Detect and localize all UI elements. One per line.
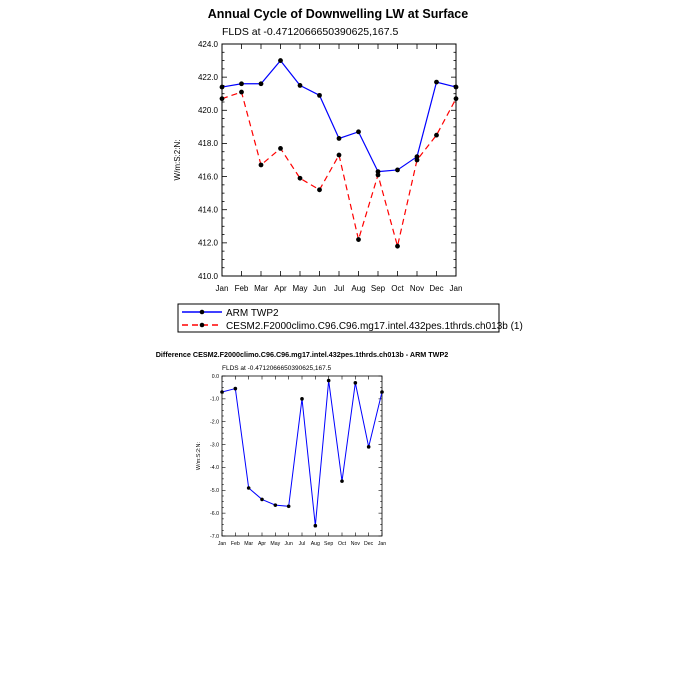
chart2-xtick-label: Oct bbox=[338, 541, 347, 547]
chart2-xtick-label: Jul bbox=[299, 541, 306, 547]
chart1-series-1-point bbox=[356, 237, 361, 242]
chart2-xtick-label: Nov bbox=[351, 541, 361, 547]
chart2-series-0-point bbox=[220, 390, 224, 394]
chart1-xtick-label: Dec bbox=[429, 284, 443, 293]
chart1-series-0-point bbox=[258, 81, 264, 87]
chart2-xtick-label: Jun bbox=[284, 541, 292, 547]
chart1-series-0-point bbox=[278, 58, 283, 63]
chart2-series-0-point bbox=[340, 479, 344, 483]
chart2-xtick-label: Dec bbox=[364, 541, 374, 547]
chart1-series-0-point bbox=[239, 81, 244, 87]
chart1-series-1-point bbox=[453, 96, 459, 102]
chart2-plot: -7.0 -6.0 -5.0 -4.0 -3.0 -2.0 -1.0 0.0 Jan Feb Mar… bbox=[210, 374, 386, 547]
chart2-xtick-label: Apr bbox=[258, 541, 266, 547]
chart1-title: Annual Cycle of Downwelling LW at Surfac… bbox=[208, 7, 468, 21]
chart1-xtick-label: Oct bbox=[391, 284, 404, 293]
legend-label-arm: ARM TWP2 bbox=[226, 308, 279, 319]
chart1-series-0-point bbox=[297, 83, 303, 88]
legend-marker-cesm bbox=[199, 322, 205, 328]
chart1-series-1-point bbox=[239, 89, 244, 95]
chart2-xtick-label: Sep bbox=[324, 541, 333, 547]
chart1-ytick-label: 412.0 bbox=[198, 239, 219, 248]
chart2-ylabel: W/m:S:2:N: bbox=[196, 441, 202, 470]
chart2-subtitle: FLDS at -0.4712066650390625,167.5 bbox=[222, 365, 332, 372]
chart1-series-1-point bbox=[219, 96, 225, 102]
chart1-xtick-label: Jan bbox=[216, 284, 229, 293]
chart1-series-1-point bbox=[414, 157, 420, 163]
chart1-xtick-label: Aug bbox=[351, 284, 365, 293]
chart1-series-1-point bbox=[278, 146, 283, 151]
legend-marker-arm bbox=[199, 309, 205, 315]
chart1-series-1-point bbox=[395, 243, 400, 249]
chart2-ytick-label: -6.0 bbox=[210, 511, 219, 517]
chart1-series-1-point bbox=[336, 152, 342, 158]
chart1-legend: ARM TWP2 CESM2.F2000climo.C96.C96.mg17.i… bbox=[177, 303, 523, 333]
chart2-ytick-label: 0.0 bbox=[212, 374, 219, 380]
chart1-xtick-label: Feb bbox=[235, 284, 249, 293]
chart2-series-0-point bbox=[233, 386, 238, 391]
chart1-series-0-point bbox=[219, 84, 225, 90]
chart1-series-0-point bbox=[414, 154, 420, 160]
chart1-ytick-label: 422.0 bbox=[198, 73, 219, 82]
chart2-series-line-0 bbox=[221, 380, 383, 526]
chart2-xtick-label: Aug bbox=[311, 541, 320, 547]
chart1-plot: 410.0 412.0 414.0 416.0 418.0 420.0 422.0 424.0… bbox=[198, 40, 462, 293]
chart2-series-0-point bbox=[326, 378, 331, 383]
chart1-xtick-label: Nov bbox=[410, 284, 424, 293]
chart2-series-0-point bbox=[380, 390, 384, 394]
chart1-ytick-label: 410.0 bbox=[198, 272, 219, 281]
chart1-ytick-label: 416.0 bbox=[198, 172, 219, 181]
chart2-xtick-label: Mar bbox=[244, 541, 253, 547]
chart1-subtitle: FLDS at -0.4712066650390625,167.5 bbox=[222, 26, 398, 38]
chart1-series-1-point bbox=[258, 162, 264, 168]
chart2-xtick-label: Jan bbox=[378, 541, 386, 547]
chart2-title: Difference CESM2.F2000climo.C96.C96.mg17… bbox=[156, 350, 449, 359]
chart2-series-0-point bbox=[353, 381, 358, 385]
legend-label-cesm: CESM2.F2000climo.C96.C96.mg17.intel.432p… bbox=[226, 321, 523, 332]
chart2-ytick-label: -4.0 bbox=[210, 465, 219, 471]
chart1-series-0-point bbox=[434, 79, 439, 85]
chart1-frame bbox=[221, 43, 457, 277]
chart1-xtick-label: Sep bbox=[371, 284, 386, 293]
chart1-ytick-label: 420.0 bbox=[198, 106, 219, 115]
chart1-series-0-point bbox=[453, 84, 459, 90]
legend-box bbox=[177, 303, 500, 333]
chart2-series-0-point bbox=[313, 523, 318, 528]
chart1-ytick-label: 424.0 bbox=[198, 40, 219, 49]
chart2-xtick-label: Jan bbox=[218, 541, 226, 547]
chart2-xtick-label: May bbox=[270, 541, 280, 547]
chart1-ytick-label: 418.0 bbox=[198, 139, 219, 148]
chart1-series-1-point bbox=[375, 172, 381, 178]
chart1-series-1-point bbox=[317, 187, 322, 193]
chart1-xtick-label: Jun bbox=[313, 284, 326, 293]
chart1-xtick-label: Jul bbox=[334, 284, 344, 293]
chart1-ytick-label: 414.0 bbox=[198, 206, 219, 215]
chart2-ytick-label: -2.0 bbox=[210, 420, 219, 426]
chart1-xtick-label: Apr bbox=[274, 284, 287, 293]
chart1-xtick-label: Mar bbox=[254, 284, 268, 293]
chart2-series-0-point bbox=[260, 497, 264, 502]
chart1-series-0-point bbox=[375, 169, 381, 175]
chart1-series-1-point bbox=[297, 175, 303, 181]
chart2-ytick-label: -3.0 bbox=[210, 442, 219, 448]
chart1-series-0-point bbox=[336, 136, 342, 141]
chart2-ytick-label: -1.0 bbox=[210, 397, 219, 403]
chart2-ytick-label: -5.0 bbox=[210, 488, 219, 494]
chart2-series-0-point bbox=[366, 445, 371, 449]
chart1-xtick-label: May bbox=[292, 284, 307, 293]
chart2-xtick-label: Feb bbox=[231, 541, 240, 547]
chart2-series-0-point bbox=[246, 486, 251, 490]
chart1-series-0-point bbox=[395, 167, 400, 173]
chart1-series-1-point bbox=[434, 132, 439, 138]
chart1-series-0-point bbox=[356, 129, 361, 135]
chart1-ylabel: W/m:S:2:N: bbox=[173, 140, 182, 181]
chart2-series-0-point bbox=[286, 504, 291, 509]
chart2-ytick-label: -7.0 bbox=[210, 534, 219, 540]
chart1-series-line-1 bbox=[221, 91, 457, 247]
chart2-series-0-point bbox=[273, 503, 278, 507]
chart1-series-0-point bbox=[317, 92, 322, 98]
chart1-xtick-label: Jan bbox=[450, 284, 463, 293]
chart2-series-0-point bbox=[300, 397, 304, 401]
